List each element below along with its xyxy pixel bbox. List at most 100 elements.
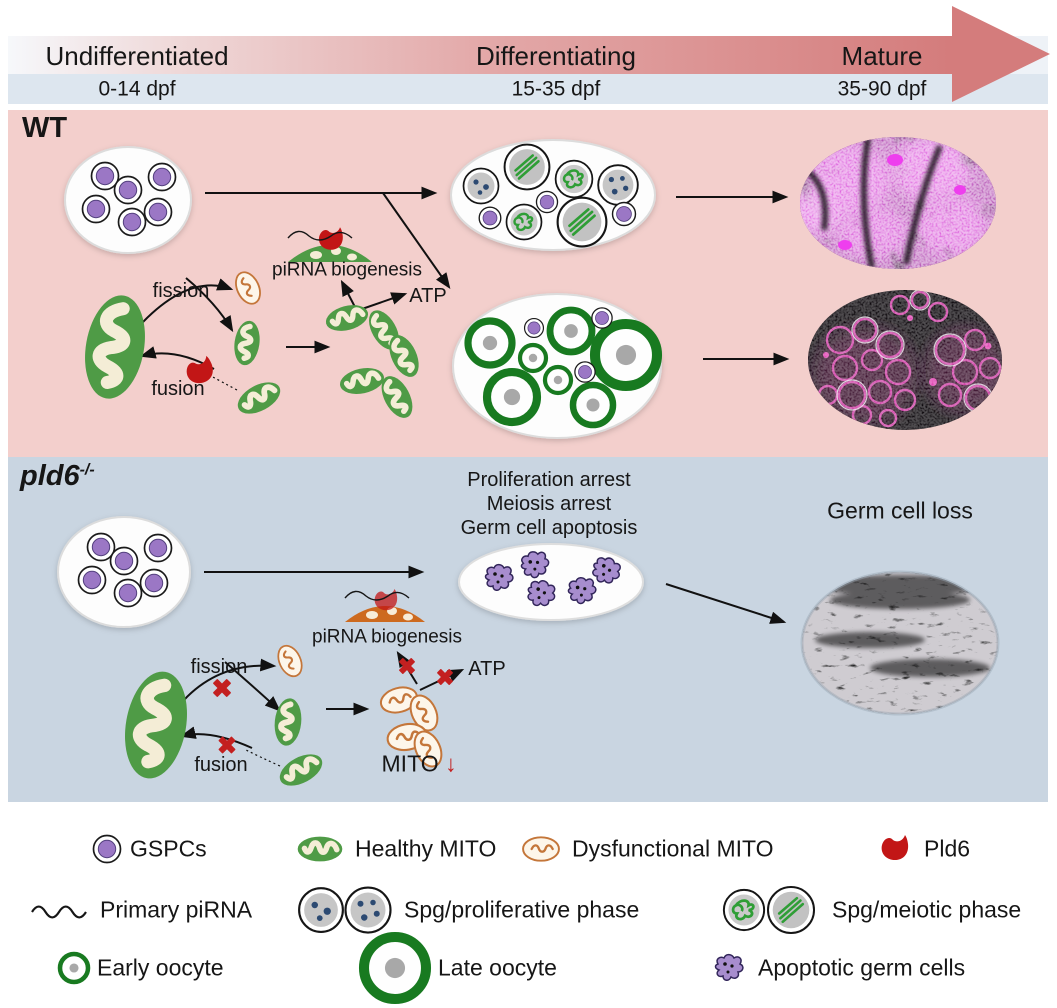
gspc-icon [109, 546, 139, 576]
pld6-atp-label: ATP [468, 658, 506, 680]
stage-range-differentiating: 15-35 dpf [511, 77, 601, 101]
primary-pirna-icon [287, 230, 353, 241]
pld6-pirna-biogenesis-label: piRNA biogenesis [312, 626, 462, 648]
wt-pirna-biogenesis-label: piRNA biogenesis [272, 259, 422, 281]
gspc-icon [113, 578, 143, 608]
legend-label-dysfunctional-mito: Dysfunctional MITO [572, 835, 774, 862]
spg-proliferative-icon [597, 164, 639, 206]
spg-proliferative-icon [344, 886, 392, 934]
spg-meiotic-icon [554, 159, 594, 199]
gspc-icon [81, 194, 111, 224]
gspc-icon [143, 197, 173, 227]
red-x-icon [436, 668, 454, 686]
gspc-icon [117, 207, 147, 237]
mito-text: MITO [381, 750, 439, 777]
gspc-icon [535, 190, 559, 214]
early-oocyte-icon [60, 954, 88, 982]
stage-label-mature: Mature [841, 41, 923, 71]
spg-meiotic-icon [722, 888, 766, 932]
healthy-mito-icon [272, 697, 303, 747]
healthy-mito-icon [233, 376, 286, 420]
legend-label-gspcs: GSPCs [130, 835, 207, 862]
healthy-mito-icon [275, 748, 328, 792]
legend-label-late-oocyte: Late oocyte [438, 954, 557, 981]
gspc-icon [143, 533, 173, 563]
dysfunctional-mito-icon [521, 836, 561, 862]
pld6-pirna-biogenesis-icon [344, 588, 425, 622]
early-oocyte-icon [573, 385, 613, 425]
gspc-icon [92, 834, 122, 864]
pld6-arrows [179, 565, 787, 767]
gspc-icon [113, 175, 143, 205]
legend-label-spg-meiotic: Spg/meiotic phase [832, 896, 1022, 923]
pld6-fission-label: fission [190, 656, 248, 678]
gspc-icon [77, 565, 107, 595]
spg-proliferative-icon [298, 887, 344, 933]
healthy-mito-icon [77, 291, 152, 404]
wt-panel-title: WT [22, 112, 68, 144]
dysfunctional-mito-icon [230, 267, 266, 309]
stage-label-undifferentiated: Undifferentiated [45, 41, 229, 71]
wt-fission-label: fission [152, 280, 210, 302]
timeline-dpf-band [8, 74, 1048, 104]
wt-atp-label: ATP [409, 285, 447, 307]
legend-label-primary-pirna: Primary piRNA [100, 896, 253, 923]
wt-mature-follicles-image [808, 290, 1002, 430]
dysfunctional-mito-icon [272, 640, 308, 682]
pld6-germ-cell-loss-label: Germ cell loss [827, 497, 973, 524]
red-x-icon [212, 678, 232, 698]
early-oocyte-icon [520, 345, 546, 371]
wt-differentiating-cluster [450, 139, 656, 251]
healthy-mito-icon [117, 667, 195, 784]
pld6-mito-decrease-label: MITO ↓ [381, 750, 457, 777]
down-arrow-icon: ↓ [444, 750, 457, 777]
spg-proliferative-icon [462, 167, 500, 205]
gspc-icon [591, 307, 613, 329]
early-oocyte-icon [545, 367, 571, 393]
wt-arrows [139, 186, 790, 391]
healthy-mito-icon [232, 319, 263, 367]
pld6-germ-cell-loss-image [800, 570, 1000, 716]
pld6-fusion-label: fusion [194, 754, 248, 776]
apoptotic-germ-cells-icon [714, 953, 744, 982]
late-oocyte-icon [595, 324, 657, 386]
legend-label-healthy-mito: Healthy MITO [355, 835, 497, 862]
gspc-icon [523, 317, 545, 339]
pld6-title-superscript: -/- [79, 461, 95, 479]
primary-pirna-icon [30, 905, 88, 919]
gspc-icon [139, 568, 169, 598]
wt-gspc-cluster [64, 146, 192, 254]
early-oocyte-icon [468, 321, 512, 365]
early-oocyte-icon [550, 310, 592, 352]
spg-meiotic-icon [556, 196, 608, 248]
pld6-apoptotic-cluster [458, 543, 644, 621]
legend-label-pld6: Pld6 [924, 835, 971, 862]
pld6-panel-graphics [57, 516, 1000, 792]
primary-pirna-icon [344, 590, 410, 601]
legend-label-apoptotic-germ-cells: Apoptotic germ cells [758, 954, 966, 981]
spg-meiotic-icon [766, 885, 816, 935]
gspc-icon [147, 162, 177, 192]
pld6-germ-cell-apoptosis-label: Germ cell apoptosis [460, 517, 638, 539]
pld6-proliferation-arrest-label: Proliferation arrest [467, 469, 631, 491]
wt-mature-ovary-image [800, 137, 996, 269]
wt-oocyte-cluster [452, 293, 661, 439]
gspc-icon [611, 201, 637, 227]
gspc-icon [574, 361, 596, 383]
stage-label-differentiating: Differentiating [476, 41, 636, 71]
wt-pirna-biogenesis-icon [287, 227, 372, 262]
legend-label-spg-proliferative: Spg/proliferative phase [404, 896, 640, 923]
spg-meiotic-icon [505, 203, 543, 241]
wt-fusion-label: fusion [151, 378, 205, 400]
wt-healthy-mito-cluster [323, 301, 425, 423]
red-x-icon [398, 657, 416, 675]
spg-meiotic-icon [503, 143, 551, 191]
healthy-mito-icon [298, 837, 343, 862]
gspc-icon [478, 206, 502, 230]
pld6-gspc-cluster [57, 516, 191, 628]
legend-label-early-oocyte: Early oocyte [97, 954, 224, 981]
pld6-icon [881, 835, 909, 860]
pld6-icon [318, 227, 343, 250]
